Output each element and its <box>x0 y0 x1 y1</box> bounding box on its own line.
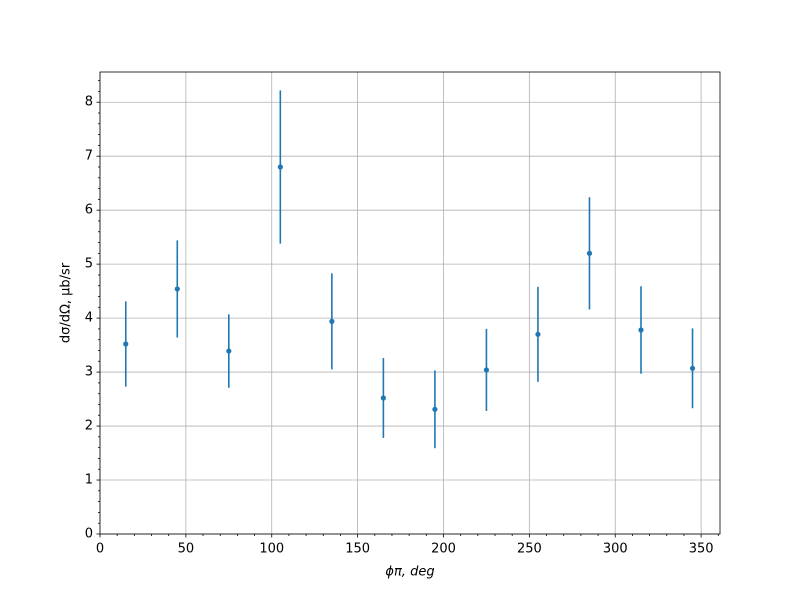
y-tick-label: 7 <box>85 149 93 164</box>
data-point <box>329 318 335 324</box>
x-tick-label: 250 <box>517 542 542 557</box>
data-point <box>277 164 283 170</box>
data-point <box>380 395 386 401</box>
x-tick-label: 50 <box>178 542 195 557</box>
data-point <box>689 365 696 371</box>
data-point <box>586 250 593 256</box>
y-tick-label: 5 <box>85 257 93 272</box>
data-point <box>226 348 232 354</box>
data-point <box>123 341 129 347</box>
data-point <box>174 286 180 292</box>
x-tick-label: 200 <box>431 542 456 557</box>
x-tick-label: 350 <box>689 542 714 557</box>
x-tick-label: 100 <box>259 542 284 557</box>
y-tick-label: 0 <box>85 527 93 542</box>
y-tick-label: 8 <box>85 95 93 110</box>
data-point <box>432 406 438 412</box>
y-tick-label: 6 <box>85 203 93 218</box>
data-point <box>483 367 490 373</box>
data-point <box>535 331 541 337</box>
y-tick-label: 1 <box>85 473 93 488</box>
x-tick-label: 300 <box>603 542 628 557</box>
y-tick-label: 4 <box>85 311 93 326</box>
y-tick-label: 2 <box>85 419 93 434</box>
data-point <box>638 327 644 333</box>
x-axis-label: ϕπ, deg <box>385 565 434 580</box>
x-tick-label: 150 <box>345 542 370 557</box>
x-tick-label: 0 <box>96 542 104 557</box>
y-tick-label: 3 <box>85 365 93 380</box>
plot-frame <box>99 71 721 535</box>
y-axis-label: dσ/dΩ, μb/sr <box>59 262 74 343</box>
